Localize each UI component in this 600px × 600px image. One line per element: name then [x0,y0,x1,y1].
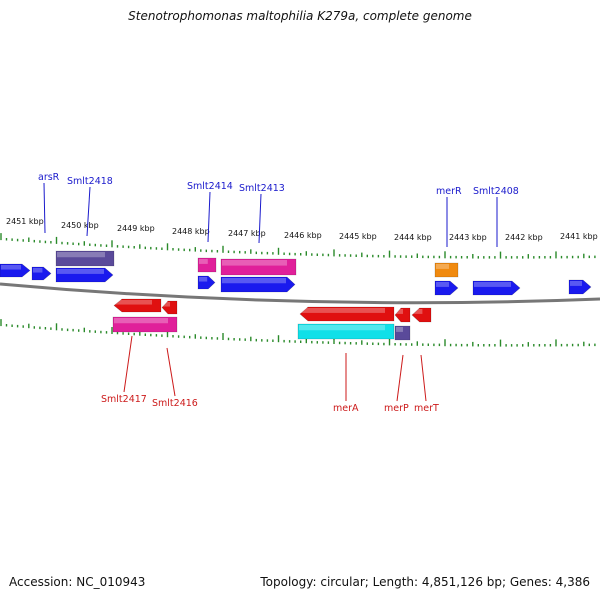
feature-arrow-reverse [394,307,411,323]
feature-track [0,250,592,341]
feature-block-orange-highlight [436,264,449,269]
feature-arrow-forward-highlight [570,281,582,286]
scale-label: 2446 kbp [284,231,322,240]
gene-callouts: arsR Smlt2418 Smlt2414 Smlt2413 merR Smlt2408… [38,172,519,414]
feature-arrow-forward [0,263,31,278]
tick-track-top [0,233,596,259]
callout-line-top [258,193,262,244]
scale-label: 2450 kbp [61,221,99,230]
feature-block-gene-highlight [114,318,168,324]
gene-label-smlt2414: Smlt2414 [187,181,233,192]
feature-arrow-forward-highlight [1,265,21,270]
feature-block-purple-highlight [396,327,403,332]
feature-arrow-reverse-highlight [413,309,423,314]
feature-arrow-forward [568,279,592,295]
gene-label-arsr: arsR [38,172,60,183]
feature-arrow-reverse [161,300,178,315]
feature-arrow-reverse-highlight [163,302,170,307]
gene-label-mert: merT [414,403,439,414]
callout-line-bottom [123,335,133,393]
feature-block-gene-highlight [199,259,208,264]
feature-arrow-forward [31,266,52,281]
feature-arrow-forward [434,280,459,296]
scale-label: 2442 kbp [505,233,543,242]
feature-block-purple-highlight [57,252,105,258]
feature-arrow-forward-highlight [436,282,449,287]
feature-block-gene-highlight [222,260,287,266]
feature-arrow-reverse-highlight [301,308,385,313]
scale-label: 2447 kbp [228,229,266,238]
feature-block-cyan-highlight [299,325,385,331]
feature-arrow-forward-highlight [474,282,511,287]
feature-block-gene [220,258,297,276]
gene-label-merr: merR [436,186,462,197]
feature-arrow-reverse [299,306,395,322]
scale-label: 2443 kbp [449,233,487,242]
tick-track-bottom [0,319,596,347]
feature-arrow-reverse [411,307,432,323]
feature-arrow-forward [55,267,114,283]
feature-block-gene [197,257,217,273]
feature-arrow-forward-highlight [199,277,208,282]
feature-block-cyan [297,323,395,340]
feature-arrow-reverse-highlight [396,309,403,314]
gene-label-smlt2416: Smlt2416 [152,398,198,409]
feature-arrow-forward-highlight [33,268,43,273]
gene-label-smlt2417: Smlt2417 [101,394,147,405]
accession-text: Accession: NC_010943 [9,575,146,589]
genome-backbone [0,282,600,305]
scale-labels: 2451 kbp 2450 kbp 2449 kbp 2448 kbp 2447 kbp… [6,217,598,242]
feature-block-gene [112,316,178,333]
callout-line-top [86,186,91,237]
topology-text: Topology: circular; Length: 4,851,126 bp… [260,575,590,589]
callout-line-bottom [396,354,404,402]
scale-label: 2444 kbp [394,233,432,242]
gene-label-smlt2418: Smlt2418 [67,176,113,187]
gene-label-mera: merA [333,403,359,414]
feature-arrow-reverse [113,298,162,313]
genome-title: Stenotrophomonas maltophilia K279a, comp… [128,9,472,23]
gene-label-merp: merP [384,403,409,414]
feature-block-orange [434,262,459,278]
feature-arrow-forward [197,275,216,290]
feature-block-purple [55,250,115,267]
gene-label-smlt2413: Smlt2413 [239,183,285,194]
callout-line-top [43,182,46,234]
callout-line-bottom [420,354,427,402]
feature-arrow-forward-highlight [222,278,286,284]
feature-arrow-reverse-highlight [115,300,152,305]
scale-label: 2441 kbp [560,232,598,241]
feature-arrow-forward [472,280,521,296]
scale-label: 2451 kbp [6,217,44,226]
gene-label-smlt2408: Smlt2408 [473,186,519,197]
scale-label: 2449 kbp [117,224,155,233]
callout-line-bottom [166,347,176,397]
feature-arrow-forward-highlight [57,269,104,274]
feature-block-purple [394,325,411,341]
feature-arrow-forward [220,276,296,293]
scale-label: 2448 kbp [172,227,210,236]
scale-label: 2445 kbp [339,232,377,241]
callout-line-top [207,191,211,243]
